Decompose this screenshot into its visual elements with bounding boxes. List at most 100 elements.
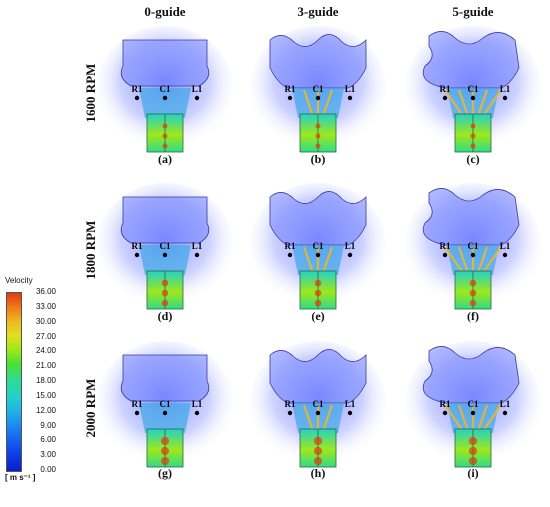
probe-l1-label: L1 bbox=[345, 84, 356, 94]
legend-tick-label: 18.00 bbox=[35, 376, 56, 385]
probe-l1-label: L1 bbox=[192, 241, 203, 251]
probe-r1-marker bbox=[287, 252, 293, 258]
probe-c1-marker bbox=[315, 410, 321, 416]
legend-tick-label: 12.00 bbox=[35, 405, 56, 415]
duct-region bbox=[139, 88, 191, 118]
high-velocity-spot bbox=[162, 143, 168, 149]
legend-tick-label: 3.00 bbox=[40, 450, 56, 460]
velocity-legend: Velocity 36.00 33.00 30.00 27.00 24.00 21.00 1… bbox=[2, 276, 57, 491]
panel-label: (i) bbox=[467, 466, 479, 480]
high-velocity-spot bbox=[313, 436, 323, 446]
panel-label: (h) bbox=[310, 466, 326, 480]
contour-panel: R1 C1 L1 bbox=[403, 26, 543, 154]
velocity-contour-image: R1 C1 L1 bbox=[97, 26, 233, 153]
guide-vane bbox=[302, 404, 315, 432]
plenum-region bbox=[120, 196, 210, 244]
legend-tick-label: 15.00 bbox=[35, 390, 56, 400]
high-velocity-spot bbox=[161, 279, 169, 287]
plenum-region bbox=[422, 188, 520, 246]
plenum-region bbox=[269, 191, 367, 246]
guide-vane bbox=[457, 246, 470, 274]
probe-c1-label: C1 bbox=[313, 84, 324, 94]
guide-vane bbox=[482, 246, 502, 274]
legend-tick-label: 33.00 bbox=[35, 301, 56, 311]
guide-vane bbox=[321, 404, 334, 432]
probe-r1-label: R1 bbox=[440, 241, 451, 251]
velocity-contour-image: R1 C1 L1 bbox=[250, 341, 386, 468]
legend-tick-label: 6.00 bbox=[40, 435, 56, 445]
probe-l1-label: L1 bbox=[500, 84, 511, 94]
high-velocity-spot bbox=[160, 446, 170, 456]
guide-vane bbox=[476, 404, 489, 432]
plenum-region bbox=[269, 34, 367, 89]
contour-panel: R1 C1 L1 bbox=[248, 183, 388, 311]
plenum-region bbox=[120, 39, 210, 87]
probe-r1-marker bbox=[442, 252, 448, 258]
legend-unit: [ m s⁻¹ ] bbox=[5, 473, 36, 482]
panel-label: (f) bbox=[467, 309, 479, 323]
high-velocity-spot bbox=[468, 446, 478, 456]
high-velocity-spot bbox=[160, 456, 170, 466]
contour-panel: R1 C1 L1 bbox=[248, 26, 388, 154]
guide-vane bbox=[444, 404, 464, 432]
contour-panel: R1 C1 L1 bbox=[95, 26, 235, 154]
high-velocity-spot bbox=[314, 289, 322, 297]
probe-l1-label: L1 bbox=[500, 241, 511, 251]
high-velocity-spot bbox=[469, 279, 477, 287]
high-velocity-spot bbox=[161, 289, 169, 297]
contour-panel: R1 C1 L1 bbox=[95, 183, 235, 311]
probe-c1-label: C1 bbox=[160, 84, 171, 94]
guide-vane bbox=[457, 89, 470, 117]
probe-r1-label: R1 bbox=[440, 399, 451, 409]
panel-label: (b) bbox=[310, 152, 326, 166]
probe-r1-marker bbox=[134, 95, 140, 101]
panel-label: (g) bbox=[158, 466, 172, 480]
high-velocity-spot bbox=[313, 446, 323, 456]
high-velocity-spot bbox=[468, 456, 478, 466]
panel-label: (a) bbox=[158, 152, 172, 166]
probe-r1-label: R1 bbox=[440, 84, 451, 94]
contour-panel: R1 C1 L1 bbox=[248, 341, 388, 469]
probe-l1-marker bbox=[502, 95, 508, 101]
plenum-region bbox=[422, 31, 520, 89]
guide-vane bbox=[321, 89, 334, 117]
legend-tick-label: 36.00 bbox=[35, 287, 56, 296]
probe-c1-marker bbox=[162, 95, 168, 101]
legend-tick-label: 27.00 bbox=[35, 331, 56, 341]
probe-c1-label: C1 bbox=[313, 241, 324, 251]
plenum-region bbox=[120, 354, 210, 402]
probe-c1-label: C1 bbox=[313, 399, 324, 409]
guide-vane bbox=[482, 89, 502, 117]
probe-r1-marker bbox=[134, 410, 140, 416]
guide-vane bbox=[444, 246, 464, 274]
probe-r1-label: R1 bbox=[285, 84, 296, 94]
probe-r1-marker bbox=[134, 252, 140, 258]
probe-c1-marker bbox=[315, 252, 321, 258]
high-velocity-spot bbox=[314, 279, 322, 287]
probe-l1-marker bbox=[194, 252, 200, 258]
probe-l1-label: L1 bbox=[192, 399, 203, 409]
probe-l1-marker bbox=[347, 95, 353, 101]
contour-panel: R1 C1 L1 bbox=[403, 183, 543, 311]
column-header-5-guide: 5-guide bbox=[452, 4, 494, 19]
probe-c1-label: C1 bbox=[160, 241, 171, 251]
probe-r1-label: R1 bbox=[285, 399, 296, 409]
probe-c1-marker bbox=[470, 252, 476, 258]
high-velocity-spot bbox=[315, 123, 321, 129]
probe-r1-marker bbox=[442, 410, 448, 416]
guide-vane bbox=[476, 246, 489, 274]
probe-r1-marker bbox=[287, 95, 293, 101]
probe-l1-label: L1 bbox=[345, 241, 356, 251]
high-velocity-spot bbox=[470, 143, 476, 149]
high-velocity-spot bbox=[313, 456, 323, 466]
high-velocity-spot bbox=[315, 133, 321, 139]
probe-r1-label: R1 bbox=[132, 241, 143, 251]
probe-c1-marker bbox=[315, 95, 321, 101]
probe-l1-marker bbox=[347, 252, 353, 258]
column-header-3-guide: 3-guide bbox=[297, 4, 339, 19]
legend-tick-label: 21.00 bbox=[35, 361, 56, 371]
probe-c1-marker bbox=[162, 252, 168, 258]
velocity-contour-image: R1 C1 L1 bbox=[405, 183, 541, 310]
high-velocity-spot bbox=[470, 123, 476, 129]
legend-title: Velocity bbox=[5, 276, 33, 285]
